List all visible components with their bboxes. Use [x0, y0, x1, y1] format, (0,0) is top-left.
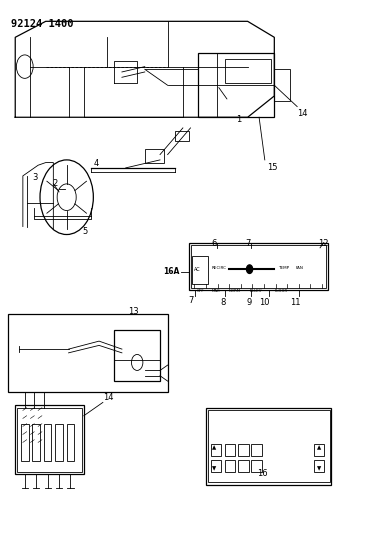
Bar — [67, 424, 74, 461]
Bar — [238, 444, 249, 456]
Text: 8: 8 — [220, 298, 226, 308]
Text: 13: 13 — [128, 306, 139, 316]
Text: 92124 1400: 92124 1400 — [11, 19, 74, 29]
Bar — [17, 408, 82, 472]
Text: ▼: ▼ — [317, 466, 321, 471]
Text: 3: 3 — [33, 173, 38, 182]
Bar — [211, 444, 221, 456]
Text: AC: AC — [194, 266, 200, 272]
Bar — [225, 59, 271, 83]
Bar — [211, 460, 221, 472]
Text: MAX: MAX — [211, 289, 220, 293]
Text: ▼: ▼ — [212, 466, 216, 471]
Text: FLOOR: FLOOR — [274, 289, 287, 293]
Bar — [208, 410, 330, 482]
Text: ▲: ▲ — [212, 445, 216, 450]
Bar — [198, 53, 274, 117]
Text: NORM: NORM — [229, 289, 240, 293]
Bar — [238, 460, 249, 472]
Text: 12: 12 — [318, 239, 329, 248]
Text: 6: 6 — [211, 239, 217, 248]
Text: 2: 2 — [52, 179, 57, 188]
Text: RECIRC: RECIRC — [211, 266, 226, 270]
Text: 10: 10 — [259, 298, 270, 308]
Bar — [314, 460, 324, 472]
Text: 15: 15 — [267, 163, 277, 172]
Text: BI-LEV: BI-LEV — [250, 289, 262, 293]
Bar — [189, 243, 328, 290]
Bar — [44, 424, 51, 461]
Text: 4: 4 — [93, 159, 99, 168]
Text: FAN: FAN — [295, 266, 303, 270]
Bar — [192, 256, 208, 284]
Bar — [145, 149, 164, 163]
Bar — [32, 424, 40, 461]
Text: 16: 16 — [258, 469, 268, 478]
Text: 9: 9 — [247, 298, 252, 308]
Text: 7: 7 — [189, 296, 194, 305]
Bar — [21, 424, 29, 461]
Bar — [190, 245, 326, 288]
Bar — [114, 330, 160, 381]
Bar — [251, 444, 262, 456]
Bar — [274, 69, 290, 101]
Text: 5: 5 — [82, 227, 87, 236]
Bar — [314, 444, 324, 456]
Text: 1: 1 — [236, 115, 242, 124]
Text: 16A: 16A — [163, 268, 179, 276]
Text: 14: 14 — [103, 393, 114, 402]
Text: 7: 7 — [246, 239, 251, 248]
Text: 11: 11 — [290, 298, 301, 308]
Text: OFF: OFF — [197, 289, 205, 293]
Bar — [15, 405, 84, 474]
Bar — [225, 460, 235, 472]
Bar — [206, 408, 331, 485]
Bar — [175, 131, 189, 141]
Text: TEMP: TEMP — [278, 266, 289, 270]
Circle shape — [247, 265, 253, 273]
Text: 14: 14 — [297, 109, 308, 118]
Bar — [225, 444, 235, 456]
Bar — [55, 424, 63, 461]
Bar — [8, 314, 168, 392]
Bar — [251, 460, 262, 472]
Text: ▲: ▲ — [317, 445, 321, 450]
